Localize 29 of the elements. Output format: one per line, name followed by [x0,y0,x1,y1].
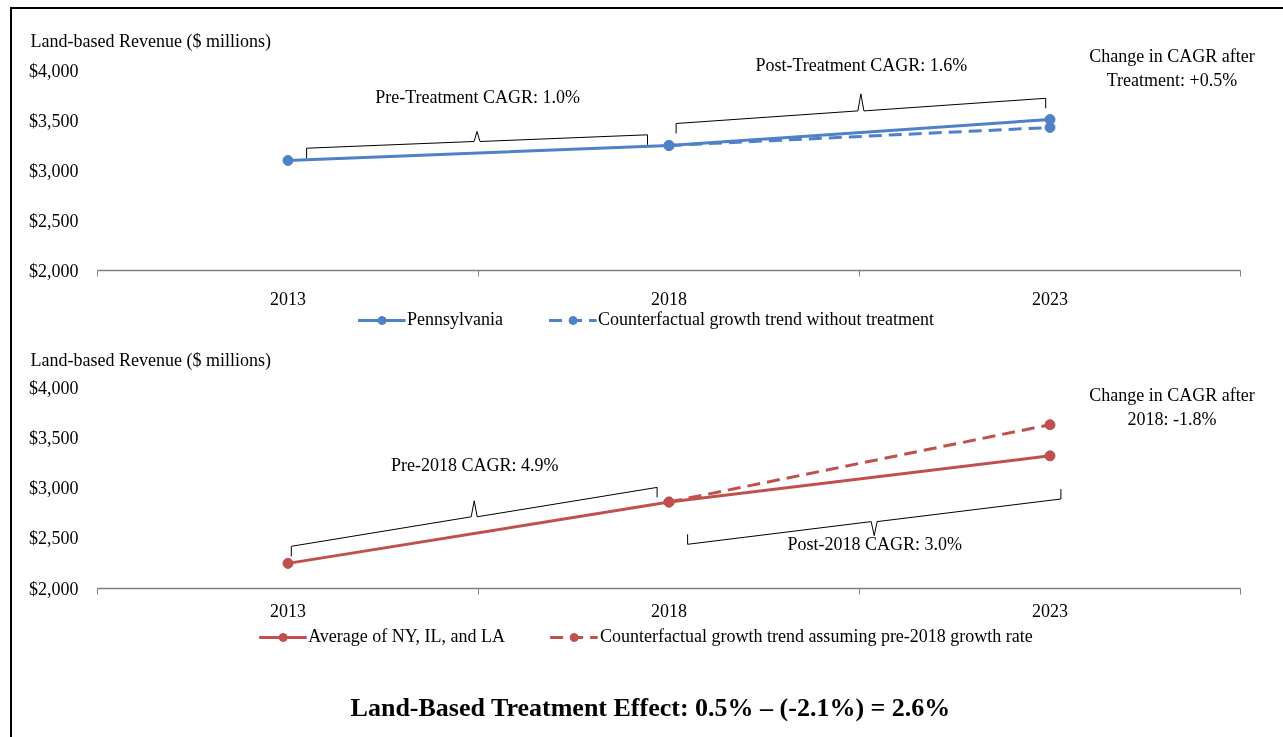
y-tick-label: $2,500 [29,528,79,549]
y-tick-label: $4,000 [29,377,79,398]
y-tick-label: $3,000 [29,478,79,498]
legend-label: Counterfactual growth trend without treatment [598,309,934,330]
legend-label: Average of NY, IL, and LA [308,626,505,647]
annotation: Change in CAGR after 2018: -1.8% [1089,384,1255,429]
annotation: Pre-Treatment CAGR: 1.0% [375,87,580,108]
x-tick-label: 2023 [1032,600,1068,621]
y-tick-label: $4,000 [29,60,79,81]
x-tick-label: 2018 [651,600,687,621]
y-axis-title: Land-based Revenue ($ millions) [30,349,271,371]
x-tick-label: 2023 [1032,288,1068,309]
text: Land-Based Treatment Effect: 0.5% – (-2.1%) = 2.6% [350,693,951,723]
x-tick-label: 2013 [270,288,306,309]
y-axis-title: Land-based Revenue ($ millions) [30,30,271,52]
annotation: Pre-2018 CAGR: 4.9% [390,455,559,476]
y-tick-label: $3,000 [29,160,79,181]
legend-label: Counterfactual growth trend assuming pre-2018 growth rate [599,626,1033,647]
y-tick-label: $2,000 [29,578,79,599]
y-tick-label: $3,500 [29,427,79,448]
annotation: Change in CAGR after Treatment: +0.5% [1089,45,1255,90]
x-tick-label: 2013 [270,600,306,621]
annotation: Post-2018 CAGR: 3.0% [787,534,962,555]
y-tick-label: $3,500 [29,110,79,131]
y-tick-label: $2,500 [29,210,79,231]
annotation: Post-Treatment CAGR: 1.6% [755,55,968,76]
y-tick-label: $2,000 [29,260,79,281]
x-tick-label: 2018 [651,288,687,309]
legend-label: Pennsylvania [407,309,504,330]
